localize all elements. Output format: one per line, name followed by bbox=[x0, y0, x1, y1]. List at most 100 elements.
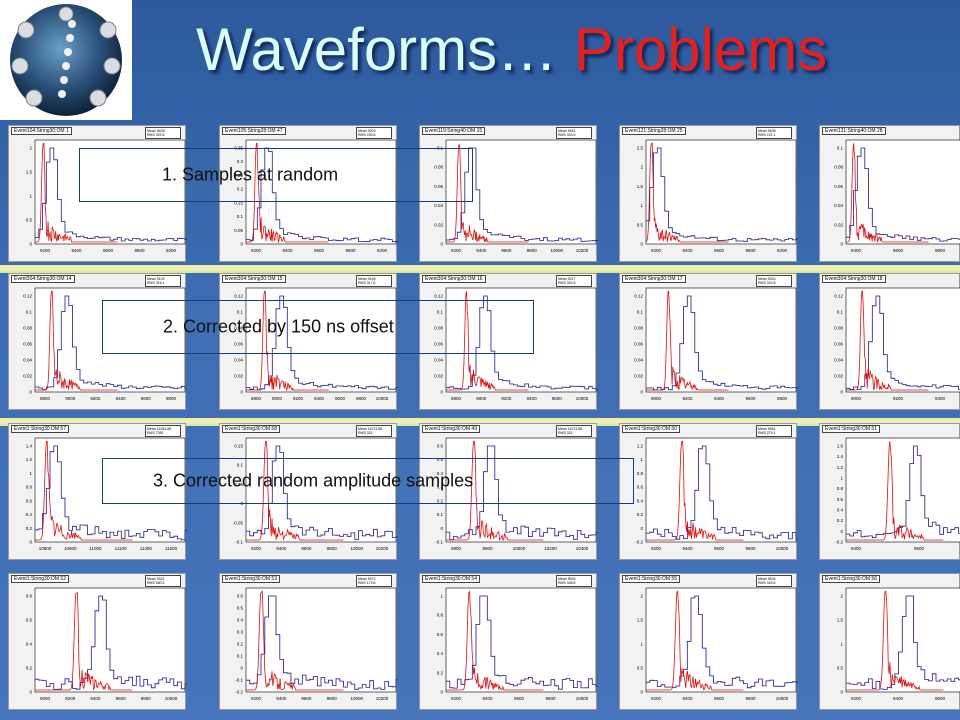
stats-rms: RMS 345.8 bbox=[558, 581, 576, 585]
y-tick-label: -0.2 bbox=[635, 540, 643, 545]
x-tick-label: 9800 bbox=[745, 696, 756, 701]
stats-rms: RMS 322.6 bbox=[147, 133, 165, 137]
x-tick-label: 9400 bbox=[893, 696, 904, 701]
y-tick-label: 1.4 bbox=[26, 444, 33, 449]
x-tick-label: 9800 bbox=[345, 248, 356, 253]
stats-mean: Mean 9972 bbox=[358, 577, 376, 581]
stats-mean: Mean 9408 bbox=[758, 129, 776, 133]
y-tick-label: 0.1 bbox=[637, 310, 644, 315]
stats-rms: RMS 179.6 bbox=[358, 581, 376, 585]
y-tick-label: 0 bbox=[840, 242, 843, 247]
y-tick-label: 0.08 bbox=[634, 326, 643, 331]
y-tick-label: 0.3 bbox=[437, 485, 444, 490]
annotation-samples-random: 1. Samples at random bbox=[79, 148, 473, 202]
y-tick-label: 0 bbox=[440, 390, 443, 395]
waveform-trace bbox=[446, 291, 529, 391]
y-tick-label: 0.4 bbox=[637, 498, 644, 503]
waveform-trace bbox=[246, 440, 344, 541]
y-tick-label: 2 bbox=[29, 146, 32, 151]
x-tick-label: 11000 bbox=[89, 546, 102, 551]
y-tick-label: 0.6 bbox=[837, 497, 844, 502]
x-tick-label: 9800 bbox=[327, 696, 338, 701]
stats-box: Mean 9534 RMS 329.6 bbox=[756, 575, 792, 587]
y-tick-label: 0.5 bbox=[237, 606, 244, 611]
x-tick-label: 11100 bbox=[115, 546, 127, 551]
y-tick-label: 0.1 bbox=[437, 310, 444, 315]
panel-title: Event1:String30:OM 50 bbox=[622, 425, 680, 433]
y-tick-label: 0 bbox=[240, 666, 243, 671]
x-tick-label: 9400 bbox=[71, 248, 82, 253]
waveform-trace bbox=[646, 590, 744, 691]
stats-rms: RMS 580.3 bbox=[147, 581, 165, 585]
y-tick-label: 0 bbox=[840, 690, 843, 695]
x-tick-label: 10200 bbox=[376, 546, 389, 551]
y-tick-label: 0.04 bbox=[434, 358, 443, 363]
histogram-trace bbox=[446, 147, 598, 242]
y-tick-label: 1 bbox=[640, 203, 643, 208]
y-tick-label: 0.8 bbox=[837, 486, 844, 491]
x-tick-label: 9800 bbox=[166, 396, 177, 401]
waveform-trace bbox=[35, 440, 133, 541]
waveform-plot: 0 0.02 0.04 0.06 0.08 0.1 0.12 8800 9000 9200 9400… bbox=[234, 287, 398, 401]
stats-mean: Mean 9321 bbox=[147, 577, 165, 581]
x-tick-label: 9600 bbox=[714, 546, 725, 551]
histogram-trace bbox=[646, 147, 798, 242]
y-tick-label: 0.3 bbox=[237, 159, 244, 164]
waveform-plot: 00.020.040.060.080.194009600980010000 bbox=[834, 139, 960, 253]
stats-rms: RMS 317.6 bbox=[358, 281, 376, 285]
x-tick-label: 10800 bbox=[39, 546, 52, 551]
x-tick-label: 9600 bbox=[335, 396, 346, 401]
waveform-trace bbox=[446, 590, 544, 691]
y-tick-label: 0.1 bbox=[237, 214, 244, 219]
stats-rms: RMS 209.6 bbox=[358, 133, 376, 137]
y-tick-label: 1.2 bbox=[26, 457, 33, 462]
waveform-panel: 00.511.529200940096009800Event1:String30… bbox=[819, 573, 960, 710]
y-tick-label: 1.5 bbox=[26, 170, 33, 175]
stats-mean: Mean 9324 bbox=[758, 277, 776, 281]
y-tick-label: 0 bbox=[240, 242, 243, 247]
panel-title: Event105:String28:OM 47 bbox=[222, 127, 286, 135]
waveform-plot: 0 0.02 0.04 0.06 0.08 0.1 0.12 9800 9000 9200 9400… bbox=[434, 287, 598, 401]
waveform-plot: -0.200.20.40.60.811.21.41.6940096009800 bbox=[835, 437, 960, 551]
y-tick-label: 1.5 bbox=[637, 184, 644, 189]
x-tick-label: 10000 bbox=[165, 696, 178, 701]
y-tick-label: 0.08 bbox=[834, 326, 843, 331]
x-tick-label: 9600 bbox=[914, 546, 925, 551]
y-tick-label: 0.8 bbox=[437, 613, 444, 618]
waveform-panel: 0 0.02 0.04 0.06 0.08 0.1 0.12 9800 9000 9200 9400… bbox=[8, 273, 187, 410]
histogram-trace bbox=[246, 445, 398, 540]
waveform-panel: -0.1 -0.05 0 0.05 0.1 0.15 9200 9400 9600 9800 100… bbox=[219, 423, 398, 560]
histogram-trace bbox=[846, 147, 960, 242]
plot-frame bbox=[34, 139, 186, 245]
x-tick-label: 10000 bbox=[513, 546, 526, 551]
stats-box: Mean 9408 RMS 322.6 bbox=[145, 127, 181, 139]
x-tick-label: 9200 bbox=[251, 248, 262, 253]
y-tick-label: 0.12 bbox=[23, 294, 32, 299]
waveform-panel: 0 0.05 0.1 0.15 0.2 0.25 0.3 0.35 9200 9400 9600 98… bbox=[219, 125, 398, 262]
y-tick-label: 0 bbox=[840, 390, 843, 395]
waveform-panel: 0 0.02 0.04 0.06 0.08 0.1 0.12 9800 9000 9200 9400… bbox=[419, 273, 598, 410]
y-tick-label: 0.08 bbox=[434, 326, 443, 331]
waveform-trace bbox=[646, 440, 744, 541]
x-tick-label: 10900 bbox=[64, 546, 77, 551]
plot-frame bbox=[645, 587, 797, 693]
stats-mean: Mean 9561 bbox=[758, 427, 776, 431]
y-tick-label: 0.2 bbox=[837, 518, 844, 523]
y-tick-label: 0.06 bbox=[234, 342, 243, 347]
x-tick-label: 9800 bbox=[451, 396, 462, 401]
plot-frame bbox=[645, 287, 797, 393]
waveform-plot: 0 0.02 0.04 0.06 0.08 0.1 0.12 9000 9200 9400 9600… bbox=[634, 287, 798, 401]
stats-mean: Mean 11054.88 bbox=[147, 427, 172, 431]
waveform-panel: 00.020.040.060.080.194009600980010000Eve… bbox=[819, 125, 960, 262]
x-tick-label: 9600 bbox=[935, 696, 946, 701]
y-tick-label: 0.4 bbox=[26, 642, 33, 647]
x-tick-label: 9600 bbox=[514, 696, 525, 701]
waveform-plot: 0 0.02 0.04 0.06 0.08 0.1 0.12 9800 9000 9200 9400… bbox=[23, 287, 187, 401]
x-tick-label: 9800 bbox=[527, 248, 538, 253]
y-tick-label: 0.02 bbox=[634, 374, 643, 379]
annotation-amplitude: 3. Corrected random amplitude samples bbox=[102, 458, 634, 504]
row-divider-2 bbox=[0, 418, 960, 426]
histogram-trace bbox=[246, 295, 398, 391]
x-tick-label: 10000 bbox=[776, 546, 789, 551]
detector-string-logo-icon bbox=[10, 4, 122, 116]
